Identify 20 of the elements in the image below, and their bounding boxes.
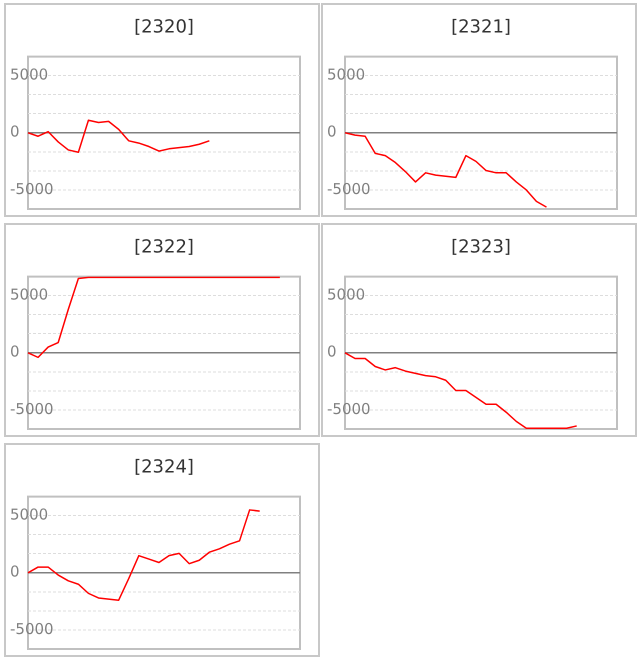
y-tick-label: -5000 bbox=[10, 180, 54, 198]
y-tick-label: 0 bbox=[10, 122, 20, 141]
chart-title: [2321] bbox=[451, 16, 511, 38]
y-tick-label: -5000 bbox=[327, 180, 371, 198]
y-tick-label: -5000 bbox=[327, 400, 371, 418]
y-tick-label: 5000 bbox=[10, 286, 48, 304]
chart-title: [2320] bbox=[134, 16, 194, 38]
y-tick-label: 5000 bbox=[10, 66, 48, 84]
y-tick-label: 0 bbox=[327, 342, 337, 361]
y-tick-label: 0 bbox=[327, 122, 337, 141]
chart-title: [2323] bbox=[451, 236, 511, 258]
chart-title: [2324] bbox=[134, 456, 194, 478]
y-tick-label: -5000 bbox=[10, 620, 54, 638]
y-tick-label: 5000 bbox=[327, 66, 366, 84]
y-tick-label: -5000 bbox=[10, 400, 54, 418]
y-tick-label: 5000 bbox=[10, 506, 48, 524]
y-tick-label: 0 bbox=[10, 562, 20, 581]
y-tick-label: 0 bbox=[10, 342, 20, 361]
chart-title: [2322] bbox=[134, 236, 194, 258]
y-tick-label: 5000 bbox=[327, 286, 366, 304]
